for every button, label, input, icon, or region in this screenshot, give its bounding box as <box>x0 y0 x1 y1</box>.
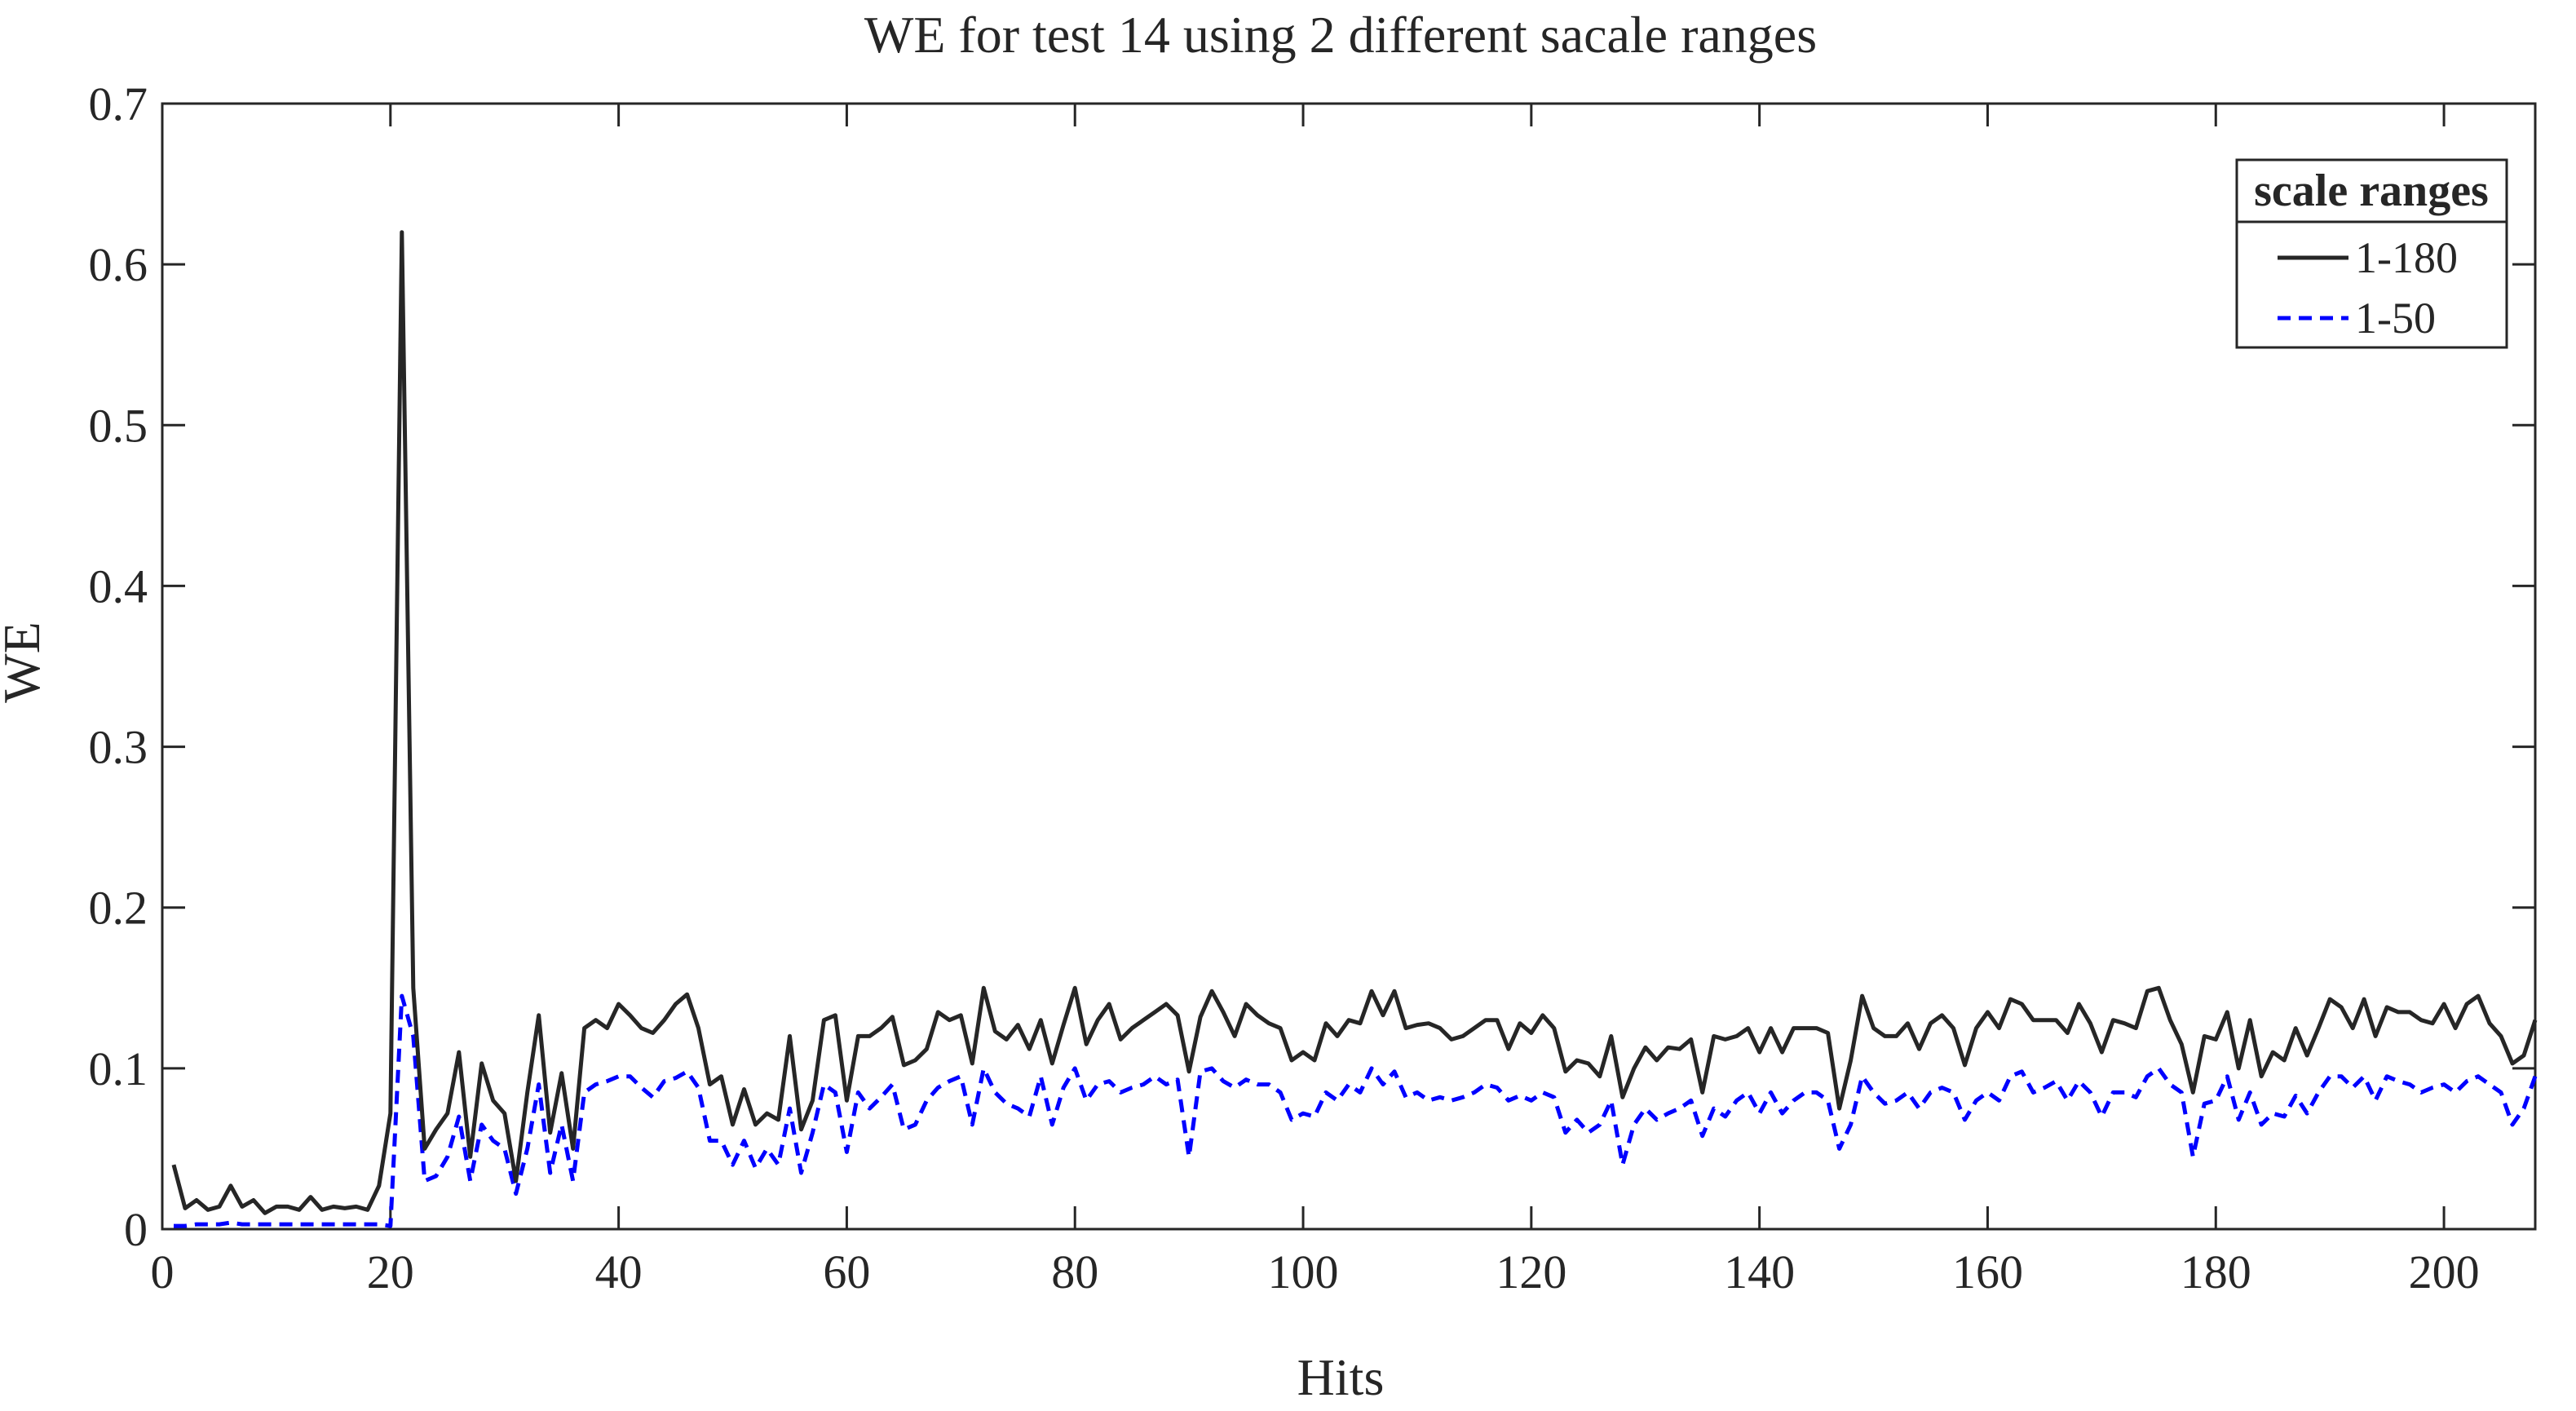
x-tick-label: 60 <box>823 1245 870 1298</box>
y-tick-label: 0.1 <box>89 1042 148 1095</box>
x-tick-label: 0 <box>151 1245 175 1298</box>
chart-title: WE for test 14 using 2 different sacale … <box>864 6 1817 64</box>
y-tick-label: 0.3 <box>89 721 148 774</box>
x-tick-label: 160 <box>1952 1245 2023 1298</box>
plot-area: 0 20 40 60 80 100 120 140 160 180 200 0 0.1 0.2 0.3 0.4… <box>89 77 2538 1298</box>
x-tick-label: 120 <box>1496 1245 1566 1298</box>
y-tick-label: 0.5 <box>89 399 148 452</box>
y-tick-label: 0.4 <box>89 560 148 613</box>
y-tick-label: 0 <box>124 1203 148 1256</box>
axis-ticks: 0 20 40 60 80 100 120 140 160 180 200 0 0.1 0.2 0.3 0.4… <box>89 77 2535 1298</box>
x-tick-label: 80 <box>1051 1245 1098 1298</box>
y-axis-label: WE <box>0 621 51 703</box>
x-tick-label: 40 <box>595 1245 643 1298</box>
x-tick-label: 200 <box>2409 1245 2480 1298</box>
x-axis-label: Hits <box>1297 1348 1385 1406</box>
legend-label-1-50: 1-50 <box>2355 294 2436 343</box>
axes-box <box>161 102 2537 1231</box>
series-line-1-180 <box>171 230 2538 1215</box>
x-tick-label: 180 <box>2181 1245 2251 1298</box>
legend: scale ranges 1-180 1-50 <box>2235 158 2508 349</box>
series-line-1-50 <box>174 993 2538 1228</box>
legend-title: scale ranges <box>2254 166 2489 216</box>
series-lines <box>171 230 2538 1228</box>
legend-label-1-180: 1-180 <box>2355 233 2458 282</box>
x-tick-label: 20 <box>367 1245 414 1298</box>
y-tick-label: 0.7 <box>89 77 148 130</box>
x-tick-label: 140 <box>1724 1245 1795 1298</box>
x-tick-label: 100 <box>1268 1245 1339 1298</box>
y-tick-label: 0.6 <box>89 238 148 291</box>
y-tick-label: 0.2 <box>89 882 148 935</box>
